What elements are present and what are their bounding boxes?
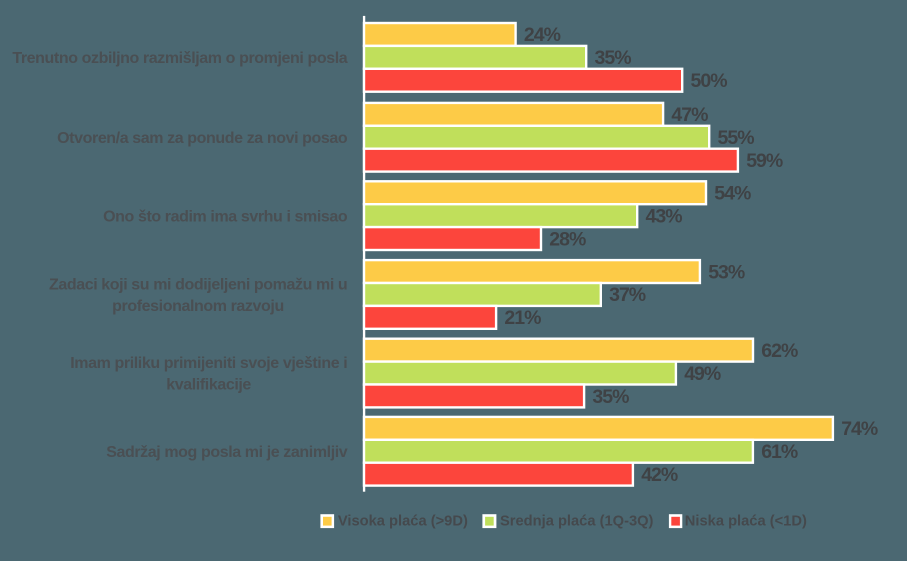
svg-text:Imam priliku primijeniti svoje: Imam priliku primijeniti svoje vještine … [70,355,347,372]
svg-text:Sadržaj mog posla mi je zaniml: Sadržaj mog posla mi je zanimljiv [106,444,348,461]
svg-text:35%: 35% [595,47,632,69]
svg-text:43%: 43% [646,206,683,228]
svg-text:53%: 53% [708,261,745,283]
svg-text:42%: 42% [641,464,678,486]
svg-text:28%: 28% [549,228,586,250]
svg-text:Otvoren/a sam za ponude za nov: Otvoren/a sam za ponude za novi posao [57,130,348,147]
svg-text:Visoka plaća (>9D): Visoka plaća (>9D) [338,514,468,530]
svg-text:74%: 74% [841,418,878,440]
svg-text:55%: 55% [718,127,755,149]
svg-text:49%: 49% [684,363,721,385]
svg-text:Zadaci koji su mi dodijeljeni: Zadaci koji su mi dodijeljeni pomažu mi … [49,276,347,293]
svg-text:Trenutno ozbiljno razmišljam o: Trenutno ozbiljno razmišljam o promjeni … [12,50,347,67]
svg-text:35%: 35% [592,386,629,408]
svg-text:profesionalnom razvoju: profesionalnom razvoju [112,298,284,315]
svg-text:Srednja plaća (1Q-3Q): Srednja plaća (1Q-3Q) [500,514,654,530]
svg-text:62%: 62% [761,340,798,362]
svg-text:50%: 50% [691,70,728,92]
svg-text:Ono što radim ima svrhu i smis: Ono što radim ima svrhu i smisao [103,208,348,225]
svg-text:37%: 37% [609,284,646,306]
svg-text:Niska plaća (<1D): Niska plaća (<1D) [685,514,807,530]
svg-text:47%: 47% [671,104,708,126]
svg-text:kvalifikacije: kvalifikacije [166,377,251,394]
svg-text:54%: 54% [714,183,751,205]
svg-text:61%: 61% [761,441,798,463]
svg-text:59%: 59% [746,150,783,172]
svg-text:24%: 24% [524,24,561,46]
svg-text:21%: 21% [504,307,541,329]
